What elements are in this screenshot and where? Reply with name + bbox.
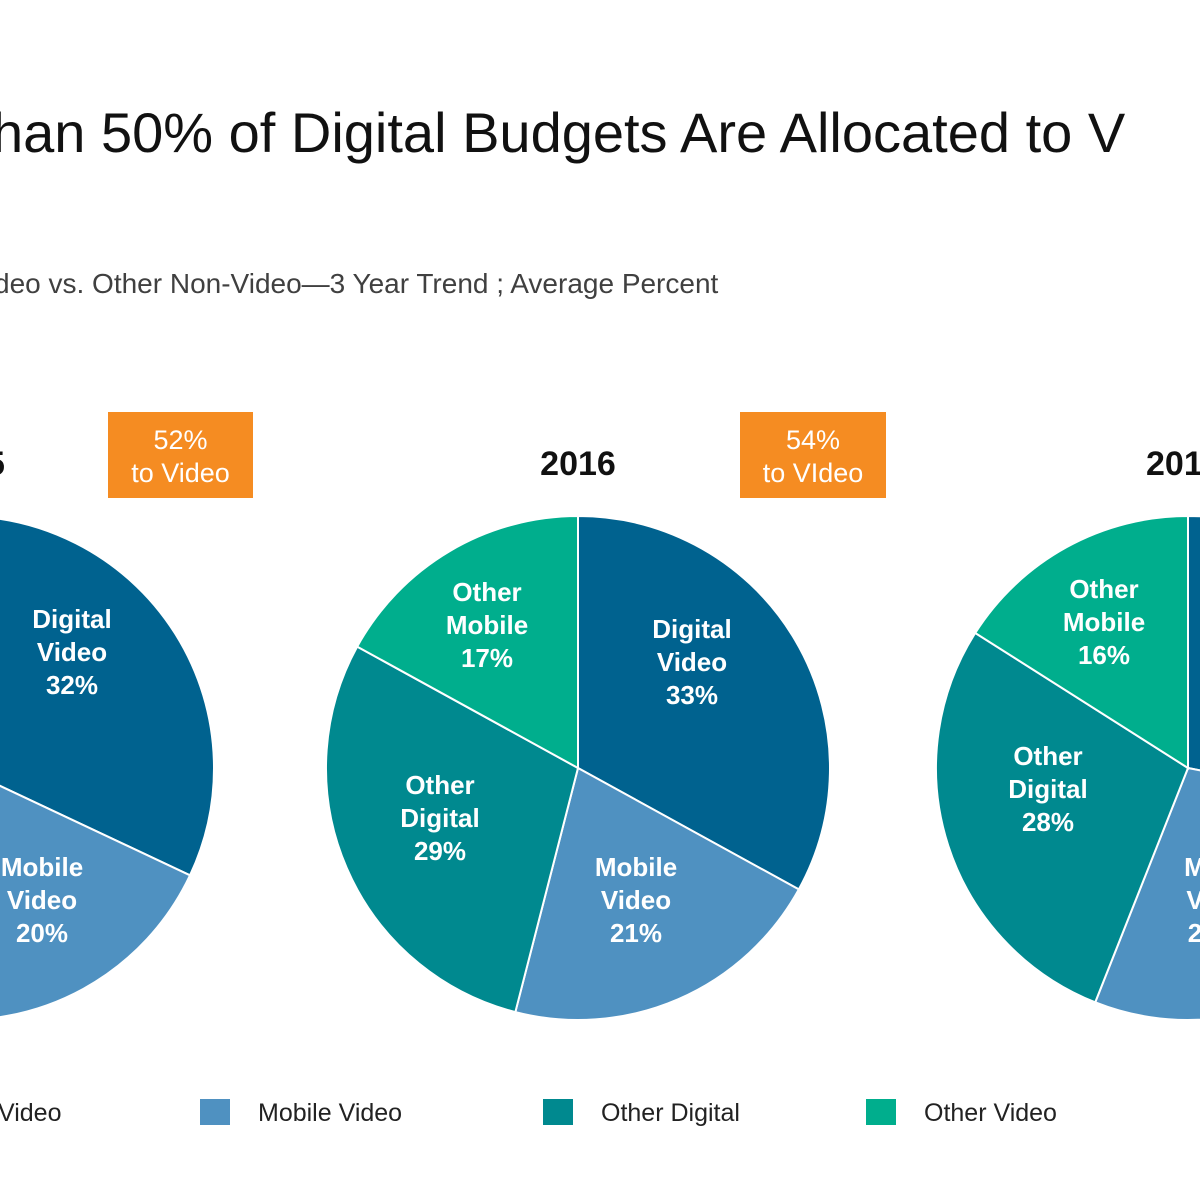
pie-slice-digital-video [1187,514,1200,772]
slice-label-line: Other [452,577,521,607]
slice-label-line: Digital [400,803,479,833]
pie-chart-2016: Digital Video 33%Mobile Video 21%Other Digita… [325,412,886,1021]
legend-label: Video [0,1099,62,1127]
slice-label-line: Other [1013,741,1082,771]
slice-label-line: Video [657,647,727,677]
year-label: 5 [0,445,5,483]
slice-label-line: M [1184,852,1200,882]
callout-text: to Video [131,458,230,488]
legend-label: Other Digital [601,1099,740,1127]
slice-label-line: 28% [1022,807,1074,837]
slice-label-other-mobile: Other Mobile 16% [1063,574,1145,670]
pie-slice-mobile-video [0,784,192,1019]
video-share-callout [108,412,253,498]
slice-label-other-mobile: Other Mobile 17% [446,577,528,673]
pie-slice-other-mobile [355,514,579,770]
callout-text: to VIdeo [763,458,864,488]
slice-label-digital-video: Digital Video 33% [652,614,731,710]
chart-subtitle-text: deo vs. Other Non-Video—3 Year Trend ; A… [0,268,719,299]
slice-label-line: Digital [32,604,111,634]
legend: Video Mobile Video Other Digital Other Vide… [0,1099,1057,1127]
chart-subtitle: deo vs. Other Non-Video—3 Year Trend ; A… [0,264,1200,304]
pie-slice-digital-video [0,517,215,877]
pie-slice-digital-video [577,514,831,891]
slice-label-line: Mobile [446,610,528,640]
slice-label-line: Mobile [1063,607,1145,637]
slice-label-line: Other [405,770,474,800]
legend-swatch [200,1099,230,1125]
slice-label-digital-video: Digital Video 32% [32,604,111,700]
slice-label-line: Other [1069,574,1138,604]
slice-label-other-digital: Other Digital 28% [1008,741,1087,837]
slice-label-line: V [1186,885,1200,915]
legend-label: Other Video [924,1099,1057,1127]
slice-label-mobile-video: Mobile Video 20% [1,852,83,948]
pie-slice-other-digital [935,631,1190,1004]
slice-label-line: Mobile [1,852,83,882]
legend-swatch [543,1099,573,1125]
slice-label-mobile-video: Mobile Video 21% [595,852,677,948]
slice-label-line: 20% [16,918,68,948]
video-share-callout [740,412,886,498]
slice-label-line: 21% [610,918,662,948]
pie-slice-other-digital [325,645,580,1014]
pie-slice-mobile-video [1093,766,1200,1021]
year-label: 201 [1146,445,1200,483]
slice-label-other-digital: Other Digital 29% [400,770,479,866]
slice-label-line: 2 [1188,918,1200,948]
slice-label-line: 16% [1078,640,1130,670]
slice-label-line: Digital [1008,774,1087,804]
slice-label-line: Digital [652,614,731,644]
chart-title-text: han 50% of Digital Budgets Are Allocated… [0,101,1126,164]
year-label: 2016 [540,445,616,483]
pie-slice-other-mobile [973,514,1189,770]
slice-label-line: 33% [666,680,718,710]
slice-label-line: Video [37,637,107,667]
slice-label-line: 32% [46,670,98,700]
legend-swatch [866,1099,896,1125]
callout-value: 52% [153,425,207,455]
slice-label-line: 17% [461,643,513,673]
slice-label-line: 29% [414,836,466,866]
slice-label-line: Video [7,885,77,915]
slice-label-line: Mobile [595,852,677,882]
pie-slice-mobile-video [514,766,801,1021]
legend-label: Mobile Video [258,1099,402,1127]
callout-value: 54% [786,425,840,455]
slice-label-line: Video [601,885,671,915]
chart-title: han 50% of Digital Budgets Are Allocated… [0,98,1200,168]
